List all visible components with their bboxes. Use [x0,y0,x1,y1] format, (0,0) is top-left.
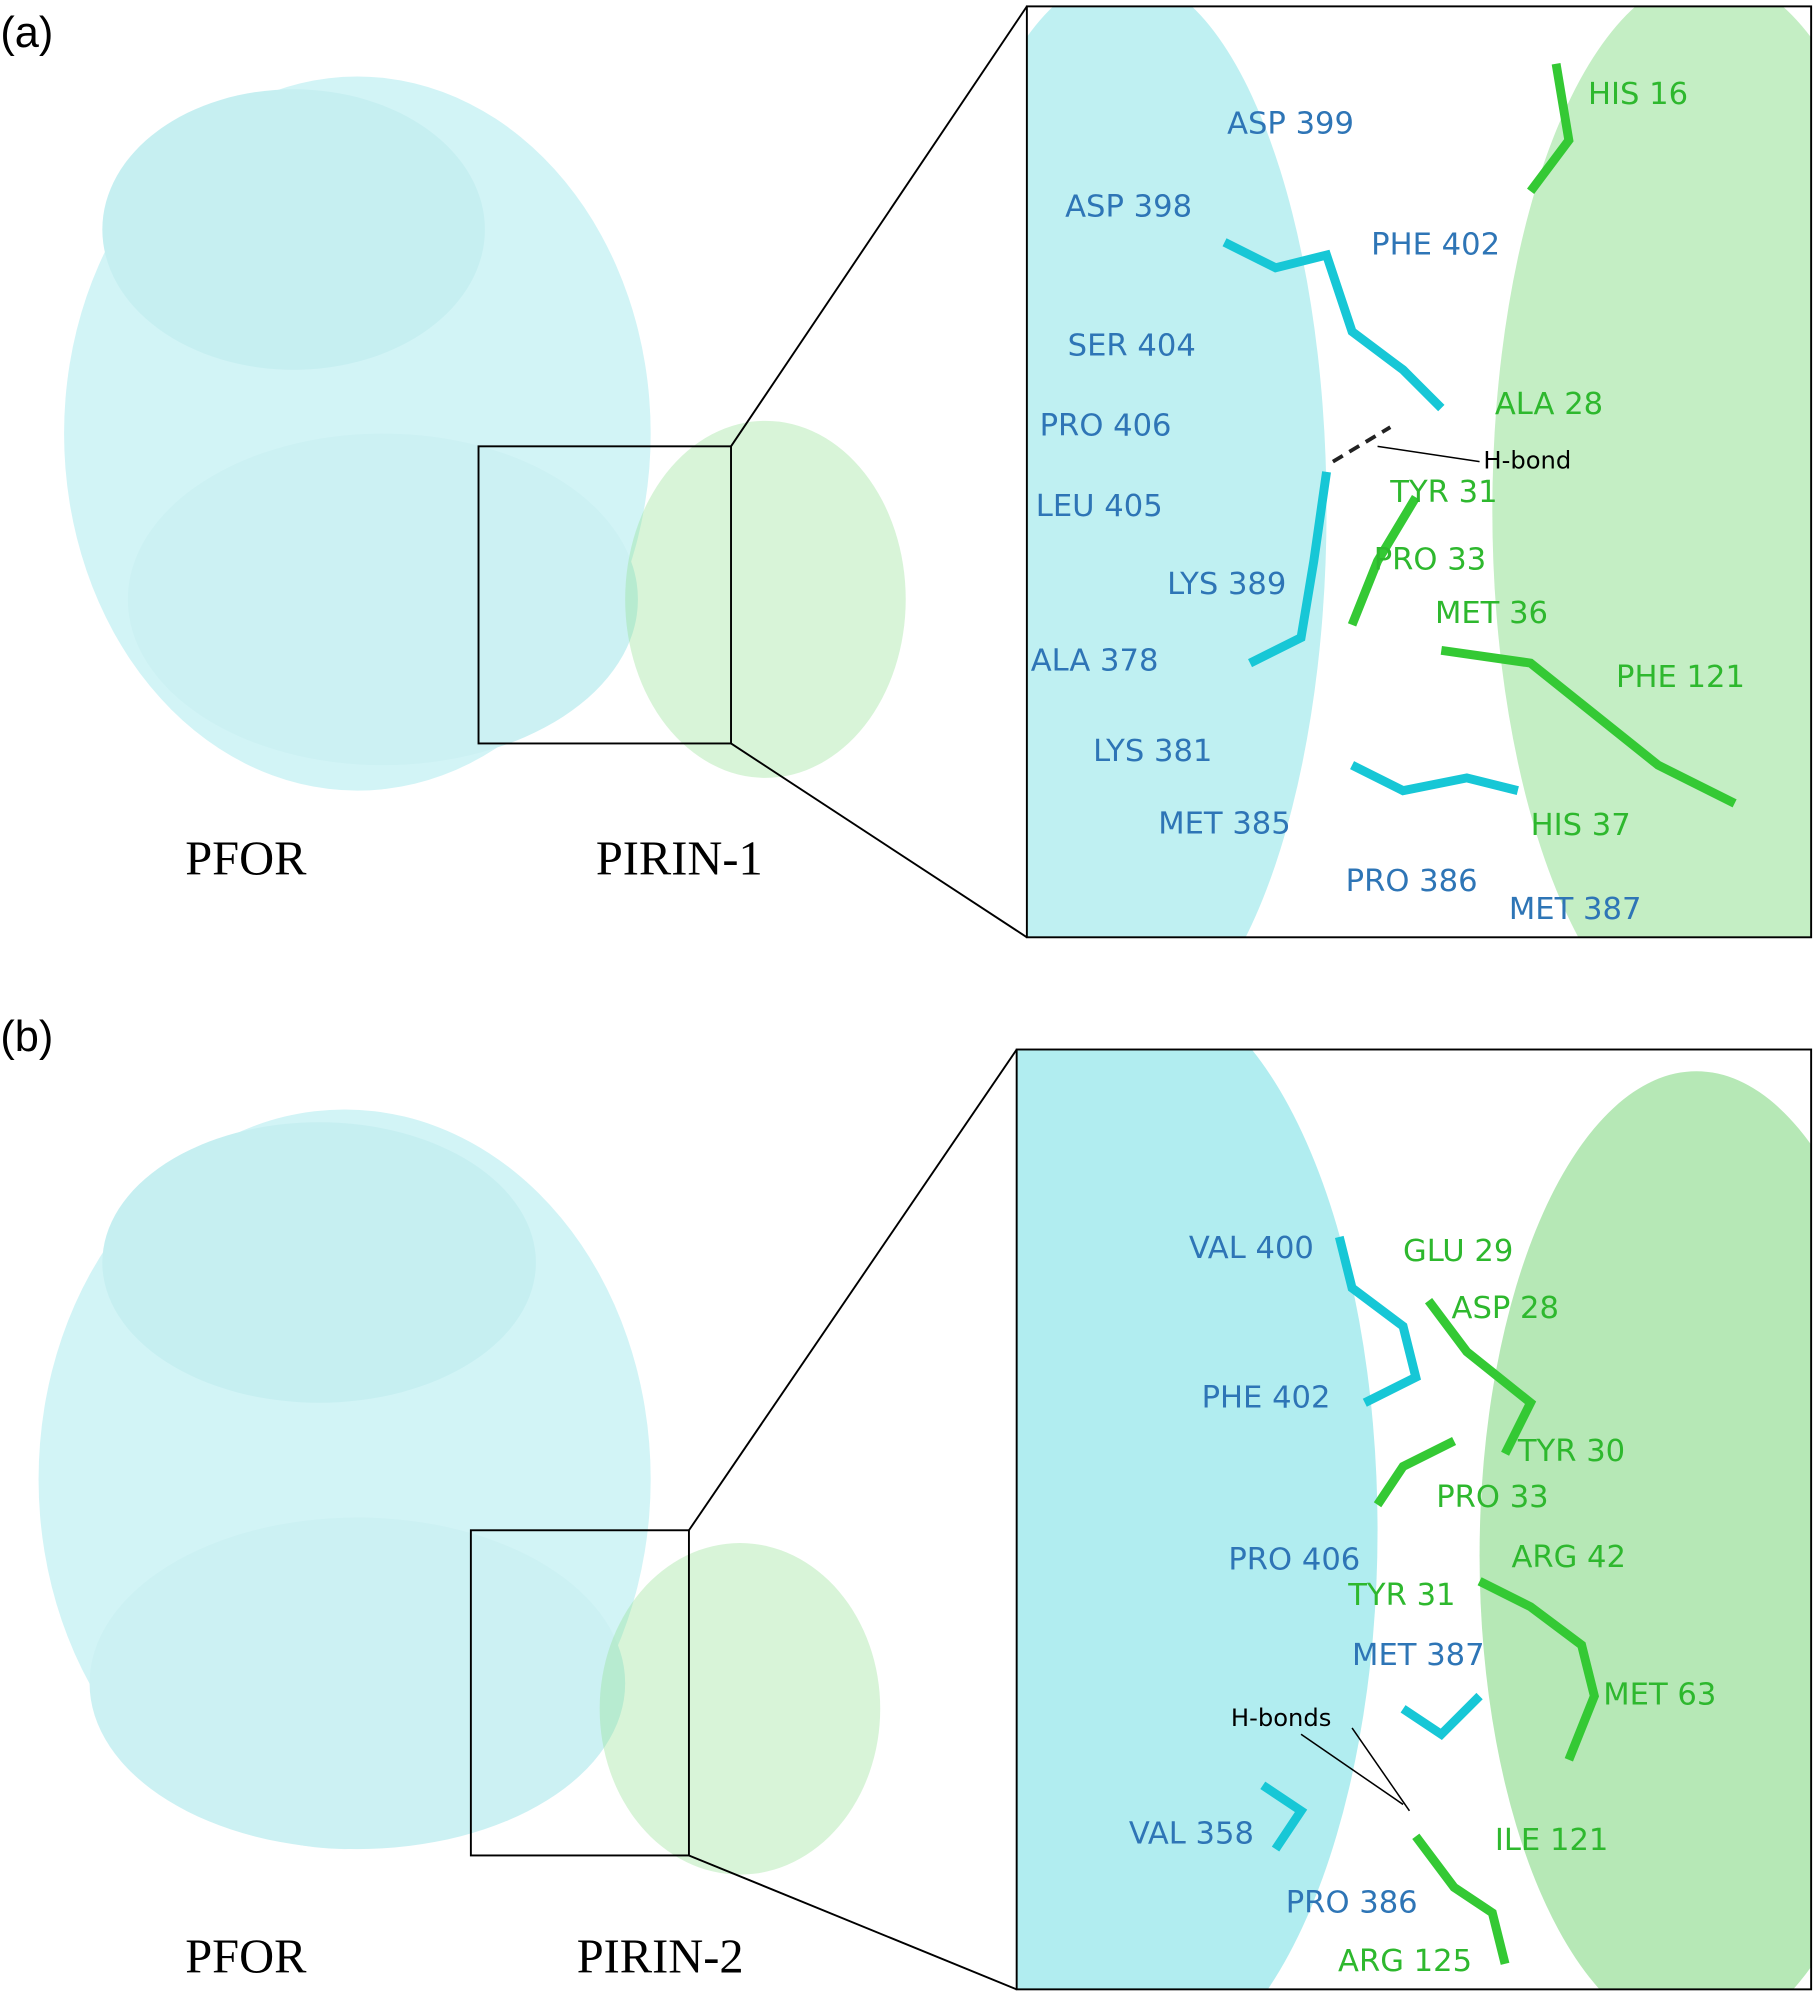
protein-label: PIRIN-1 [596,832,763,885]
residue-label: ASP 28 [1452,1291,1559,1326]
protein-label: PFOR [185,832,307,885]
residue-label: ASP 398 [1065,189,1192,224]
residue-label: PRO 386 [1346,864,1478,899]
residue-label: PRO 406 [1040,409,1172,444]
residue-label: ARG 42 [1511,1540,1626,1575]
panel-label: (b) [0,1013,53,1061]
annotation: H-bond [1483,447,1571,475]
residue-label: LYS 381 [1093,734,1212,769]
inset-frames [469,5,1813,1991]
residue-label: MET 63 [1603,1678,1716,1713]
residue-label: ARG 125 [1338,1944,1472,1979]
residue-label: GLU 29 [1403,1234,1513,1269]
residue-label: LYS 389 [1167,567,1286,602]
residue-label: ASP 399 [1227,106,1354,141]
residue-label: TYR 31 [1389,475,1497,510]
residue-label: PRO 33 [1436,1480,1548,1515]
residue-label: SER 404 [1068,328,1196,363]
residue-label: PRO 406 [1228,1542,1360,1577]
residue-label: PRO 33 [1374,543,1486,578]
protein-label: PFOR [185,1930,307,1983]
residue-label: ALA 28 [1495,387,1603,422]
residue-label: PRO 386 [1286,1885,1418,1920]
residue-label: ALA 378 [1031,643,1159,678]
pirin-structure-b [599,1543,881,1875]
residue-label: MET 385 [1158,807,1291,842]
residue-label: VAL 400 [1189,1231,1314,1266]
residue-label: PHE 402 [1371,228,1500,263]
residue-label: HIS 16 [1588,77,1688,112]
panel-label: (a) [0,9,53,57]
pfor-structure-b [38,1109,651,1850]
residue-label: ILE 121 [1495,1823,1609,1858]
pirin-structure-a [625,420,906,778]
residue-label: TYR 30 [1517,1434,1625,1469]
residue-label: MET 387 [1352,1638,1485,1673]
pfor-structure-a [64,76,651,791]
residue-label: MET 36 [1435,596,1548,631]
annotation: H-bonds [1231,1704,1331,1732]
residue-label: TYR 31 [1347,1578,1455,1613]
residue-label: VAL 358 [1129,1817,1254,1852]
residue-label: PHE 121 [1616,660,1745,695]
protein-label: PIRIN-2 [577,1930,744,1983]
inset-structure-b [1016,1049,1812,1990]
residue-label: MET 387 [1509,892,1642,927]
inset-structure-a [1026,6,1812,938]
residue-label: PHE 402 [1202,1380,1331,1415]
residue-label: HIS 37 [1531,808,1631,843]
residue-label: LEU 405 [1036,489,1163,524]
